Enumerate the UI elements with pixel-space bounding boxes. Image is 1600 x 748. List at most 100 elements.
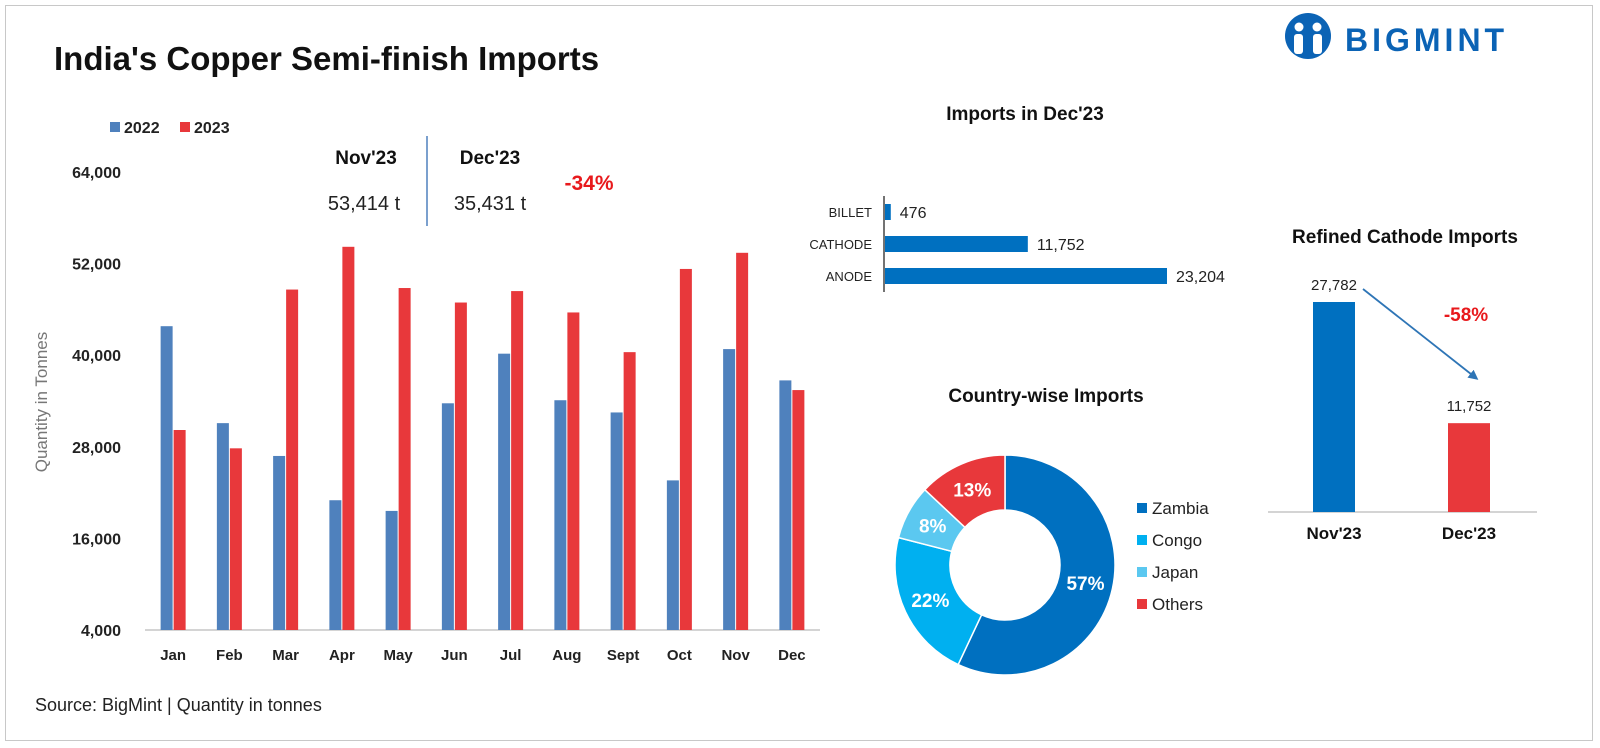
- donut-slice-others: [923, 454, 1006, 529]
- products-chart-title: Imports in Dec'23: [946, 104, 1104, 125]
- bar-2023-aug: [567, 312, 580, 630]
- chart-frame: [5, 5, 1593, 741]
- monthly-legend: 2022 2023: [110, 120, 230, 137]
- bar-2023-oct: [679, 268, 692, 630]
- legend-swatch-japan: [1137, 567, 1147, 577]
- legend-label-others: Others: [1152, 595, 1203, 614]
- donut-value-zambia: 57%: [1066, 574, 1104, 595]
- cathode-bar-dec: [1448, 423, 1490, 512]
- bar-2022-jul: [498, 353, 511, 630]
- donut-slice-zambia: [957, 454, 1116, 676]
- bar-2023-nov: [736, 252, 749, 631]
- page-title: India's Copper Semi-finish Imports: [54, 40, 599, 77]
- product-label-billet: BILLET: [829, 205, 872, 220]
- bar-2023-jul: [511, 291, 524, 630]
- bar-2022-feb: [216, 423, 229, 630]
- legend-swatch-congo: [1137, 535, 1147, 545]
- bar-2022-oct: [666, 480, 679, 630]
- bar-2022-aug: [554, 400, 567, 630]
- product-value-anode: 23,204: [1176, 269, 1225, 286]
- summary-nov-value: 53,414 t: [328, 193, 401, 215]
- country-donut-chart: 57% 22% 8% 13% Zambia Congo Japan Others: [894, 454, 1209, 676]
- brand-name: BIGMINT: [1345, 22, 1508, 58]
- y-tick-label: 40,000: [72, 348, 121, 365]
- bar-2022-sept: [610, 412, 623, 630]
- x-tick-label: Apr: [329, 647, 355, 664]
- cathode-chart-title: Refined Cathode Imports: [1292, 227, 1518, 248]
- bar-2023-jun: [454, 302, 467, 630]
- x-tick-label: Oct: [667, 647, 692, 664]
- donut-value-congo: 22%: [911, 591, 949, 612]
- product-bar-cathode: [885, 236, 1028, 252]
- legend-swatch-others: [1137, 599, 1147, 609]
- x-tick-label: Sept: [607, 647, 640, 664]
- y-tick-label: 4,000: [81, 623, 121, 640]
- y-tick-label: 28,000: [72, 440, 121, 457]
- x-tick-label: May: [384, 647, 414, 664]
- y-axis-title: Quantity in Tonnes: [32, 332, 51, 473]
- x-tick-label: Dec: [778, 647, 806, 664]
- logo-icon: [1285, 13, 1331, 59]
- bar-2023-feb: [229, 448, 242, 630]
- products-bar-chart: BILLET 476 CATHODE 11,752 ANODE 23,204: [809, 196, 1225, 292]
- donut-chart-title: Country-wise Imports: [948, 386, 1143, 407]
- x-tick-label: Jun: [441, 647, 468, 664]
- legend-label-2023: 2023: [194, 120, 230, 137]
- x-tick-label: Nov: [721, 647, 750, 664]
- cathode-change: -58%: [1444, 305, 1488, 326]
- y-tick-label: 64,000: [72, 165, 121, 182]
- trend-arrow: [1362, 288, 1479, 380]
- legend-swatch-zambia: [1137, 503, 1147, 513]
- bar-2023-may: [398, 288, 411, 630]
- bar-2022-apr: [329, 500, 342, 630]
- cathode-bar-chart: 27,782 Nov'23 11,752 Dec'23: [1268, 277, 1537, 543]
- x-tick-label: Aug: [552, 647, 581, 664]
- bar-2023-mar: [286, 289, 299, 630]
- legend-swatch-2023: [180, 122, 190, 132]
- product-label-anode: ANODE: [826, 269, 873, 284]
- bar-2023-jan: [173, 430, 186, 630]
- product-bar-anode: [885, 268, 1167, 284]
- donut-value-others: 13%: [953, 480, 991, 501]
- legend-swatch-2022: [110, 122, 120, 132]
- summary-dec-label: Dec'23: [460, 148, 521, 169]
- legend-label-zambia: Zambia: [1152, 499, 1209, 518]
- x-tick-label: Feb: [216, 647, 243, 664]
- legend-label-japan: Japan: [1152, 563, 1198, 582]
- cathode-value-nov: 27,782: [1311, 277, 1357, 294]
- x-tick-label: Jan: [160, 647, 186, 664]
- source-note: Source: BigMint | Quantity in tonnes: [35, 695, 322, 715]
- monthly-bar-chart: 4,000 16,000 28,000 40,000 52,000 64,000 Jan Fe…: [72, 165, 820, 664]
- bar-2023-sept: [623, 352, 636, 630]
- legend-label-2022: 2022: [124, 120, 160, 137]
- summary-dec-value: 35,431 t: [454, 193, 527, 215]
- bar-2022-nov: [723, 349, 736, 630]
- cathode-value-dec: 11,752: [1447, 398, 1492, 415]
- donut-value-japan: 8%: [919, 516, 947, 537]
- bar-2022-jun: [441, 403, 454, 630]
- y-tick-label: 52,000: [72, 257, 121, 274]
- summary-nov-label: Nov'23: [335, 148, 397, 169]
- product-value-billet: 476: [900, 205, 927, 222]
- monthly-summary: Nov'23 53,414 t Dec'23 35,431 t -34%: [328, 136, 614, 226]
- summary-change: -34%: [564, 172, 613, 195]
- product-bar-billet: [885, 204, 891, 220]
- bar-2023-apr: [342, 246, 355, 630]
- product-label-cathode: CATHODE: [809, 237, 872, 252]
- product-value-cathode: 11,752: [1037, 237, 1085, 254]
- x-tick-label: Jul: [500, 647, 522, 664]
- legend-label-congo: Congo: [1152, 531, 1202, 550]
- cathode-bar-nov: [1313, 302, 1355, 512]
- donut-slice-congo: [894, 536, 983, 666]
- cathode-category-nov: Nov'23: [1306, 524, 1361, 543]
- bar-2022-jan: [160, 326, 173, 630]
- cathode-category-dec: Dec'23: [1442, 524, 1496, 543]
- bar-2022-may: [385, 510, 398, 630]
- y-tick-label: 16,000: [72, 531, 121, 548]
- bar-2023-dec: [792, 390, 805, 630]
- bar-2022-mar: [273, 455, 286, 630]
- bar-2022-dec: [779, 380, 792, 630]
- bigmint-logo: BIGMINT: [1285, 13, 1508, 59]
- x-tick-label: Mar: [272, 647, 299, 664]
